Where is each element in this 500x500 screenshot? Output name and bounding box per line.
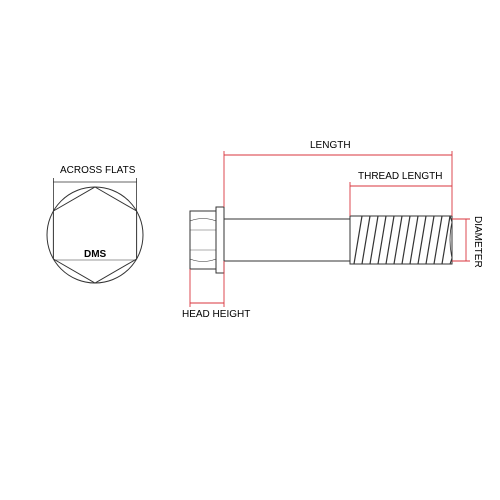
head-front-view xyxy=(47,178,143,283)
bolt-side-view xyxy=(190,207,452,273)
bolt-diagram xyxy=(0,0,500,500)
dimension-lines xyxy=(190,151,470,307)
